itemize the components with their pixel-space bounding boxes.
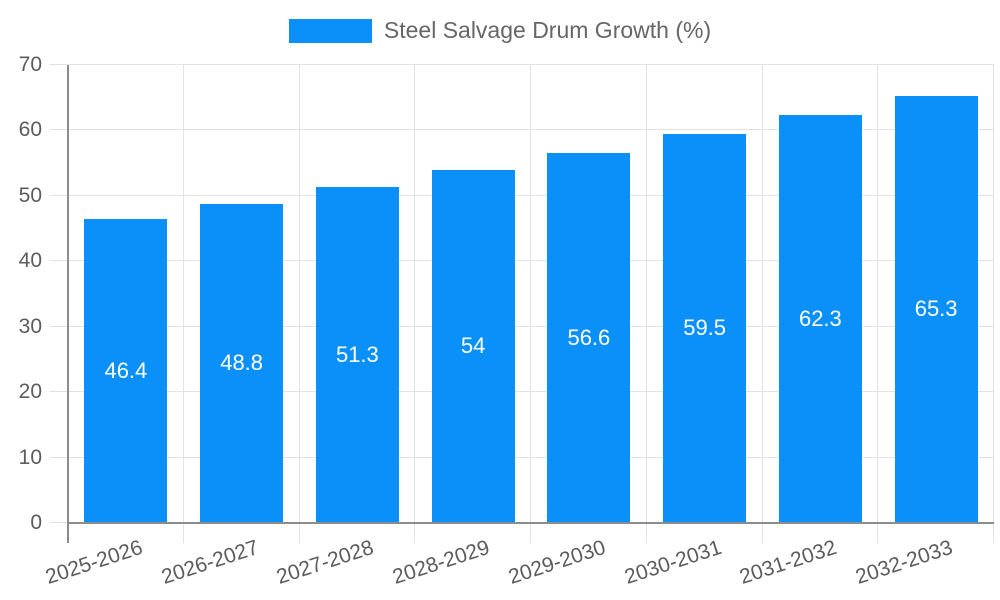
legend-swatch [288, 18, 372, 43]
y-gridline [68, 391, 994, 393]
y-tick [50, 325, 68, 327]
legend: Steel Salvage Drum Growth (%) [0, 17, 1000, 44]
bar-value-label: 59.5 [683, 315, 727, 341]
x-gridline [993, 65, 994, 543]
y-tick [50, 129, 68, 131]
plot-area: 0 10 20 30 40 50 60 70 46.4 48.8 51.3 54 56.6 59.5 62.… [19, 53, 994, 589]
y-gridline [68, 260, 994, 262]
y-tick [50, 391, 68, 393]
y-gridline [68, 194, 994, 196]
y-tick [50, 522, 68, 523]
x-gridline [414, 65, 416, 543]
y-gridline [68, 456, 994, 458]
y-tick [50, 260, 68, 262]
legend-item[interactable]: Steel Salvage Drum Growth (%) [288, 17, 712, 44]
bar[interactable]: 59.5 [663, 133, 747, 523]
x-gridline [530, 65, 531, 543]
y-gridline [68, 129, 994, 131]
bar[interactable]: 54 [431, 169, 515, 523]
bar-value-label: 46.4 [104, 358, 148, 384]
y-axis-line [67, 65, 69, 543]
y-tick-label: 30 [18, 314, 42, 338]
x-gridline [182, 65, 184, 543]
y-tick [50, 194, 68, 196]
bar-value-label: 56.6 [567, 324, 611, 350]
y-tick-label: 0 [30, 511, 42, 534]
x-gridline [298, 65, 300, 543]
y-gridline [68, 64, 994, 65]
bar-value-label: 54 [460, 333, 486, 359]
bar[interactable]: 46.4 [84, 219, 168, 523]
y-tick-label: 10 [18, 445, 42, 469]
x-gridline [877, 65, 879, 543]
bar[interactable]: 51.3 [315, 187, 399, 523]
y-tick [50, 64, 68, 65]
bar[interactable]: 65.3 [894, 95, 978, 523]
y-tick-label: 20 [18, 380, 42, 404]
y-tick-label: 70 [18, 53, 42, 76]
y-tick [50, 456, 68, 458]
bar-value-label: 48.8 [220, 350, 264, 376]
bar-value-label: 51.3 [335, 342, 379, 368]
y-tick-label: 60 [18, 118, 42, 142]
x-gridline [645, 65, 647, 543]
bar[interactable]: 48.8 [200, 203, 284, 523]
x-axis-line [68, 522, 994, 524]
bar-value-label: 65.3 [914, 296, 958, 322]
y-gridline [68, 325, 994, 327]
y-tick-label: 40 [18, 249, 42, 273]
bar-value-label: 62.3 [798, 306, 842, 332]
legend-label: Steel Salvage Drum Growth (%) [383, 17, 712, 43]
bar[interactable]: 56.6 [547, 152, 631, 523]
bar[interactable]: 62.3 [778, 115, 862, 523]
x-gridline [761, 65, 763, 543]
y-tick-label: 50 [18, 183, 42, 207]
